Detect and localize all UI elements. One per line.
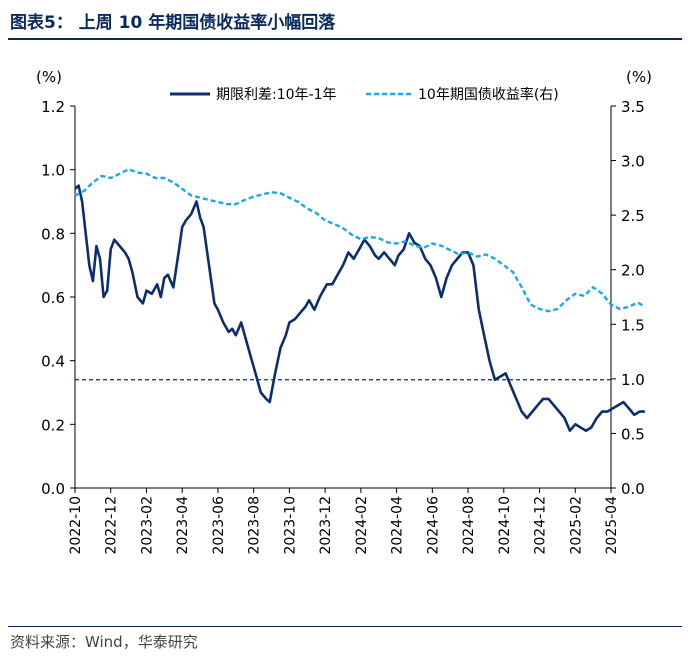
x-tick-label: 2025-04: [604, 496, 620, 555]
x-tick-label: 2023-08: [247, 496, 263, 555]
source-note: 资料来源：Wind，华泰研究: [10, 633, 198, 651]
x-tick-label: 2024-12: [533, 496, 549, 555]
right-tick-label: 2.5: [621, 207, 645, 225]
x-tick-label: 2024-04: [390, 496, 406, 555]
legend-label-spread: 期限利差:10年-1年: [216, 87, 337, 103]
series-yield-line: [74, 168, 646, 313]
right-tick-label: 2.0: [621, 262, 645, 280]
x-tick-label: 2024-08: [461, 496, 477, 555]
right-tick-label: 0.5: [621, 425, 645, 443]
right-tick-label: 0.0: [621, 480, 645, 498]
chart: 0.0 0.2 0.4 0.6 0.8 1.0 1.2 0.0 0.5 1.0 1.5 2.0 2.5 3…: [36, 68, 652, 555]
x-tick-label: 2023-10: [282, 496, 298, 555]
figure-title: 图表5： 上周 10 年期国债收益率小幅回落: [10, 13, 336, 33]
left-tick-label: 0.2: [41, 416, 65, 434]
right-axis-unit: (%): [626, 68, 652, 86]
x-tick-label: 2022-10: [68, 496, 84, 555]
legend: 期限利差:10年-1年 10年期国债收益率(右): [170, 86, 559, 103]
axes-layer: 0.0 0.2 0.4 0.6 0.8 1.0 1.2 0.0 0.5 1.0 1.5 2.0 2.5 3…: [41, 98, 645, 555]
left-tick-label: 1.0: [41, 162, 65, 180]
x-tick-label: 2022-12: [104, 496, 120, 555]
x-tick-label: 2025-02: [568, 496, 584, 555]
x-tick-label: 2024-10: [497, 496, 513, 555]
left-tick-label: 0.0: [41, 480, 65, 498]
left-tick-label: 0.8: [41, 225, 65, 243]
legend-label-yield: 10年期国债收益率(右): [418, 86, 559, 103]
x-tick-label: 2024-02: [354, 496, 370, 555]
footer-rule: [8, 626, 682, 627]
left-tick-label: 0.6: [41, 289, 65, 307]
x-tick-label: 2023-06: [211, 496, 227, 555]
series-layer: [74, 168, 646, 433]
left-tick-label: 1.2: [41, 98, 65, 116]
left-tick-label: 0.4: [41, 353, 65, 371]
right-tick-label: 1.5: [621, 316, 645, 334]
left-axis-unit: (%): [36, 68, 62, 86]
x-tick-label: 2023-04: [175, 496, 191, 555]
right-tick-label: 3.0: [621, 153, 645, 171]
right-tick-label: 1.0: [621, 371, 645, 389]
right-tick-label: 3.5: [621, 98, 645, 116]
x-tick-label: 2023-02: [139, 496, 155, 555]
series-spread-line: [74, 184, 645, 433]
x-tick-label: 2024-06: [425, 496, 441, 555]
x-tick-label: 2023-12: [318, 496, 334, 555]
title-rule: [8, 38, 682, 40]
